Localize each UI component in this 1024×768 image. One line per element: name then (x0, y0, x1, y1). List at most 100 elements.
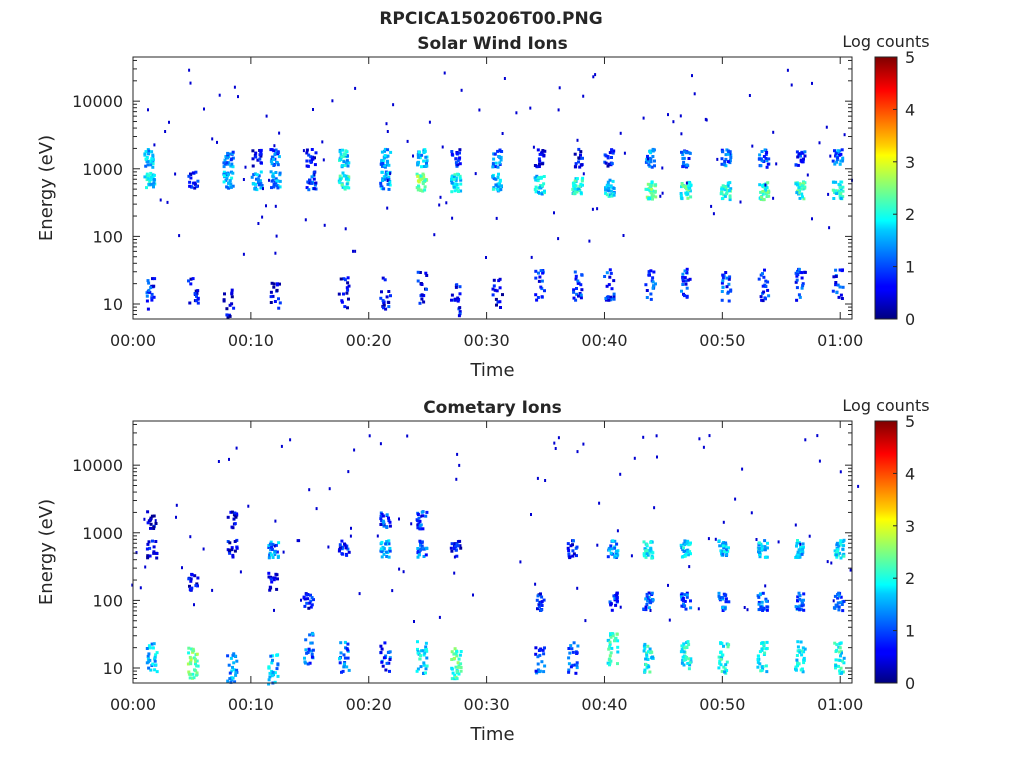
data-cell (655, 434, 658, 438)
data-cell (758, 662, 762, 666)
data-cell (786, 68, 789, 72)
data-cell (387, 175, 391, 179)
data-cell (310, 649, 314, 653)
data-cell (795, 191, 799, 195)
data-cell (542, 182, 546, 186)
data-cell (275, 288, 279, 292)
data-cell (151, 162, 155, 166)
data-cell (149, 668, 153, 672)
data-cell (727, 546, 730, 550)
data-cell (228, 541, 232, 545)
data-cell (424, 271, 428, 275)
data-cell (726, 290, 730, 294)
data-cell (712, 212, 715, 216)
data-cell (799, 607, 803, 611)
data-cell (537, 605, 541, 609)
data-cell (417, 180, 421, 184)
data-cell (837, 295, 841, 299)
data-cell (346, 164, 350, 168)
data-cell (421, 514, 425, 518)
data-cell (386, 154, 390, 158)
x-tick-label: 00:30 (464, 695, 510, 714)
data-cell (251, 182, 255, 186)
data-cell (577, 187, 581, 191)
data-cell (151, 646, 155, 650)
data-cell (757, 595, 761, 599)
data-cell (573, 187, 577, 191)
data-cell (540, 660, 544, 664)
data-cell (492, 186, 496, 190)
data-cell (226, 515, 230, 519)
data-cell (613, 555, 617, 559)
colorbar-tick-label: 1 (905, 258, 915, 277)
data-cell (420, 514, 423, 518)
data-cell (685, 595, 689, 599)
data-cell (836, 189, 840, 193)
data-cell (233, 549, 237, 553)
data-cell (491, 293, 495, 297)
data-cell (760, 159, 764, 163)
data-cell (497, 172, 500, 176)
data-cell (491, 287, 495, 291)
data-cell (835, 158, 839, 162)
data-cell (308, 159, 312, 163)
data-cell (388, 520, 392, 524)
data-cell (650, 194, 654, 198)
data-cell (151, 539, 154, 543)
data-cell (724, 541, 728, 545)
data-cell (796, 269, 799, 273)
data-cell (271, 576, 275, 580)
data-cell (763, 651, 767, 655)
data-cell (229, 510, 233, 514)
data-cell (309, 599, 313, 603)
data-cell (798, 604, 802, 608)
data-cell (840, 670, 844, 674)
data-cell (273, 544, 276, 548)
data-cell (619, 131, 622, 135)
colorbar-tick-label: 0 (905, 674, 915, 693)
data-cell (756, 658, 760, 661)
data-cell (680, 595, 683, 599)
data-cell (800, 160, 804, 164)
data-cell (347, 284, 351, 288)
data-cell (278, 171, 282, 175)
data-cell (383, 163, 387, 167)
data-cell (765, 195, 769, 198)
data-cell (196, 179, 200, 183)
data-cell (615, 550, 618, 553)
data-cell (685, 295, 689, 299)
data-cell (764, 279, 768, 283)
data-cell (339, 641, 343, 645)
data-cell (717, 655, 721, 659)
data-cell (412, 154, 414, 158)
data-cell (801, 646, 805, 650)
data-cell (420, 165, 423, 169)
data-cell (276, 662, 280, 666)
data-cell (459, 669, 463, 673)
data-cell (496, 175, 500, 179)
data-cell (381, 179, 384, 182)
data-cell (719, 642, 723, 646)
data-cell (652, 194, 656, 198)
data-cell (379, 547, 383, 551)
data-cell (419, 654, 423, 658)
data-cell (193, 603, 195, 607)
data-cell (686, 661, 690, 665)
data-cell (457, 672, 461, 676)
data-cell (795, 298, 799, 302)
data-cell (344, 646, 347, 650)
data-cell (688, 661, 692, 665)
data-cell (420, 293, 424, 297)
data-cell (328, 487, 331, 491)
data-cell (645, 603, 649, 606)
data-cell (647, 591, 651, 595)
data-cell (459, 189, 463, 193)
data-cell (804, 438, 807, 442)
data-cell (188, 68, 191, 72)
data-cell (385, 159, 389, 163)
axis-frame (132, 56, 853, 320)
data-cell (763, 539, 767, 543)
data-cell (272, 282, 276, 286)
data-cell (425, 161, 428, 165)
data-cell (835, 541, 839, 545)
